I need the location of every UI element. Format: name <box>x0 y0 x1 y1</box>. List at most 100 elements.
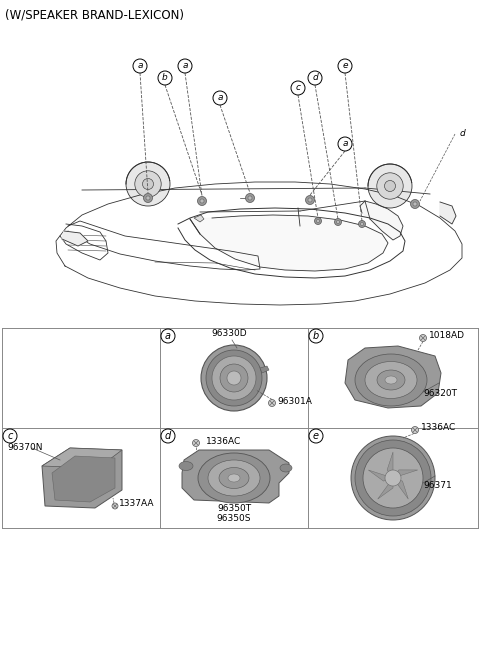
Ellipse shape <box>198 453 270 503</box>
Text: a: a <box>182 62 188 70</box>
Polygon shape <box>42 448 122 468</box>
Polygon shape <box>62 231 88 246</box>
Polygon shape <box>194 215 204 222</box>
Text: a: a <box>137 62 143 70</box>
Circle shape <box>420 335 427 342</box>
Text: c: c <box>296 83 300 92</box>
Text: a: a <box>165 331 171 341</box>
Circle shape <box>192 440 200 447</box>
Circle shape <box>161 329 175 343</box>
Circle shape <box>201 345 267 411</box>
Text: 96370N: 96370N <box>7 443 43 453</box>
Text: 96320T: 96320T <box>423 388 457 398</box>
Circle shape <box>3 429 17 443</box>
Text: (W/SPEAKER BRAND-LEXICON): (W/SPEAKER BRAND-LEXICON) <box>5 8 184 21</box>
Circle shape <box>309 429 323 443</box>
Circle shape <box>146 196 150 200</box>
Circle shape <box>377 173 403 199</box>
Text: d: d <box>165 431 171 441</box>
Circle shape <box>308 71 322 85</box>
Polygon shape <box>393 470 418 478</box>
Circle shape <box>126 162 170 206</box>
Polygon shape <box>345 346 441 408</box>
Circle shape <box>112 503 118 509</box>
Text: b: b <box>313 331 319 341</box>
Text: e: e <box>342 62 348 70</box>
Circle shape <box>161 429 175 443</box>
Text: 1336AC: 1336AC <box>206 436 241 445</box>
Circle shape <box>248 196 252 200</box>
Text: 1337AA: 1337AA <box>119 499 155 508</box>
Circle shape <box>213 91 227 105</box>
Circle shape <box>359 220 365 228</box>
Circle shape <box>268 400 276 407</box>
Polygon shape <box>360 201 403 240</box>
Circle shape <box>338 59 352 73</box>
Circle shape <box>413 202 417 206</box>
Circle shape <box>158 71 172 85</box>
Polygon shape <box>440 202 456 224</box>
Ellipse shape <box>208 460 260 496</box>
Circle shape <box>385 470 401 486</box>
Circle shape <box>133 59 147 73</box>
Circle shape <box>410 199 420 209</box>
Circle shape <box>197 197 206 205</box>
Circle shape <box>355 440 431 516</box>
Circle shape <box>338 137 352 151</box>
Circle shape <box>135 171 161 197</box>
Polygon shape <box>393 478 408 499</box>
Text: e: e <box>313 431 319 441</box>
Ellipse shape <box>179 462 193 470</box>
Circle shape <box>291 81 305 95</box>
Circle shape <box>245 194 254 203</box>
Text: b: b <box>162 73 168 83</box>
Polygon shape <box>368 470 393 481</box>
Ellipse shape <box>365 361 417 398</box>
Polygon shape <box>387 452 393 478</box>
Circle shape <box>206 350 262 406</box>
Circle shape <box>144 194 153 203</box>
Text: 1336AC: 1336AC <box>421 424 456 432</box>
Circle shape <box>227 371 241 385</box>
Circle shape <box>200 199 204 203</box>
Circle shape <box>220 364 248 392</box>
Circle shape <box>314 218 322 224</box>
Text: 1018AD: 1018AD <box>429 331 465 340</box>
Text: 96350T: 96350T <box>217 504 251 513</box>
Ellipse shape <box>377 370 405 390</box>
Text: 96371: 96371 <box>423 482 452 491</box>
Circle shape <box>143 178 154 190</box>
Circle shape <box>363 448 423 508</box>
Text: a: a <box>217 94 223 102</box>
Polygon shape <box>42 448 122 508</box>
Circle shape <box>360 222 363 226</box>
Polygon shape <box>182 450 289 503</box>
Ellipse shape <box>219 468 249 489</box>
Circle shape <box>384 180 396 192</box>
Text: a: a <box>342 140 348 148</box>
Polygon shape <box>260 366 269 373</box>
Text: 96301A: 96301A <box>277 396 312 405</box>
Ellipse shape <box>355 354 427 406</box>
Circle shape <box>309 329 323 343</box>
Circle shape <box>411 426 419 434</box>
Circle shape <box>368 164 412 208</box>
Polygon shape <box>52 456 115 502</box>
Text: 96330D: 96330D <box>211 329 247 338</box>
Circle shape <box>305 195 314 205</box>
Ellipse shape <box>280 464 292 472</box>
Text: d: d <box>459 129 465 138</box>
Circle shape <box>316 219 320 222</box>
Circle shape <box>335 218 341 226</box>
Text: c: c <box>7 431 12 441</box>
Circle shape <box>212 356 256 400</box>
Text: d: d <box>312 73 318 83</box>
Circle shape <box>351 436 435 520</box>
Text: 96350S: 96350S <box>217 514 251 523</box>
Ellipse shape <box>385 376 397 384</box>
Polygon shape <box>378 478 393 499</box>
Circle shape <box>336 220 339 224</box>
Ellipse shape <box>228 474 240 482</box>
Circle shape <box>178 59 192 73</box>
Circle shape <box>308 198 312 202</box>
